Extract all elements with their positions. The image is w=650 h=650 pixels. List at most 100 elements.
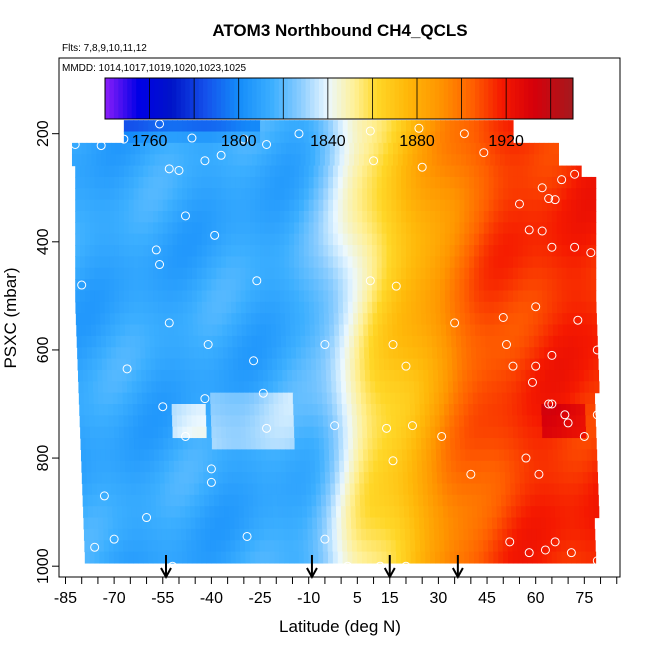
- observation-point: [249, 356, 259, 366]
- heatmap-cell: [489, 324, 496, 337]
- heatmap-cell: [405, 176, 412, 189]
- heatmap-cell: [267, 483, 273, 496]
- heatmap-cell: [323, 188, 329, 201]
- heatmap-cell: [221, 267, 227, 280]
- heatmap-cell: [260, 290, 266, 303]
- heatmap-cell: [493, 279, 499, 292]
- heatmap-cell: [576, 176, 582, 189]
- heatmap-cell: [590, 415, 596, 428]
- heatmap-cell: [562, 324, 569, 337]
- heatmap-cell: [152, 415, 159, 428]
- heatmap-cell: [80, 211, 86, 223]
- heatmap-cell: [262, 494, 269, 507]
- colorbar-swatch: [354, 78, 360, 119]
- heatmap-cell: [371, 540, 377, 553]
- heatmap-cell: [133, 301, 140, 314]
- heatmap-cell: [250, 290, 256, 303]
- heatmap-cell: [480, 472, 487, 485]
- heatmap-cell: [493, 233, 499, 246]
- heatmap-cell: [279, 199, 285, 212]
- heatmap-cell: [196, 211, 203, 223]
- heatmap-cell: [397, 335, 404, 348]
- heatmap-cell: [99, 233, 105, 246]
- heatmap-cell: [109, 267, 115, 280]
- heatmap-cell: [118, 165, 125, 178]
- heatmap-cell: [499, 324, 505, 337]
- heatmap-cell: [341, 517, 347, 530]
- heatmap-cell: [130, 472, 136, 485]
- heatmap-cell: [481, 494, 487, 507]
- heatmap-cell: [167, 199, 174, 212]
- heatmap-cell: [488, 131, 495, 144]
- heatmap-cell: [407, 472, 414, 485]
- heatmap-cell: [498, 188, 504, 201]
- heatmap-cell: [138, 279, 144, 292]
- observation-point: [122, 364, 132, 374]
- heatmap-cell: [441, 460, 447, 473]
- heatmap-cell: [376, 233, 383, 246]
- colorbar-swatch: [105, 78, 110, 119]
- heatmap-cell: [118, 290, 125, 303]
- heatmap-cell: [512, 267, 519, 280]
- heatmap-cell: [221, 131, 227, 144]
- heatmap-cell: [357, 313, 364, 326]
- heatmap-cell: [533, 324, 539, 337]
- heatmap-cell: [188, 324, 194, 337]
- heatmap-cell: [587, 472, 594, 485]
- heatmap-cell: [138, 256, 144, 269]
- heatmap-cell: [576, 267, 582, 280]
- heatmap-cell: [401, 211, 407, 223]
- colorbar-swatch: [154, 78, 159, 119]
- heatmap-cell: [222, 324, 228, 337]
- heatmap-cell: [415, 131, 422, 144]
- heatmap-cell: [558, 460, 564, 473]
- heatmap-cell: [262, 483, 268, 496]
- heatmap-cell: [352, 211, 358, 223]
- colorbar-swatch: [194, 78, 200, 119]
- heatmap-cell: [337, 199, 344, 212]
- heatmap-cell: [249, 404, 255, 416]
- heatmap-cell: [420, 222, 427, 235]
- heatmap-cell: [123, 245, 130, 258]
- heatmap-cell: [444, 290, 451, 303]
- heatmap-cell: [202, 449, 209, 462]
- heatmap-cell: [544, 358, 550, 371]
- heatmap-cell: [313, 279, 320, 292]
- heatmap-cell: [95, 438, 101, 451]
- heatmap-cell: [425, 165, 431, 178]
- heatmap-cell: [148, 301, 154, 314]
- heatmap-cell: [308, 222, 315, 235]
- heatmap-cell: [552, 438, 558, 451]
- heatmap-cell: [270, 438, 276, 451]
- heatmap-cell: [551, 415, 557, 428]
- heatmap-cell: [584, 506, 590, 519]
- heatmap-cell: [407, 347, 414, 360]
- heatmap-cell: [435, 199, 441, 212]
- heatmap-cell: [93, 517, 99, 530]
- heatmap-cell: [102, 369, 108, 382]
- heatmap-cell: [405, 256, 412, 269]
- heatmap-cell: [542, 279, 548, 292]
- heatmap-cell: [537, 313, 544, 326]
- heatmap-cell: [381, 301, 388, 314]
- heatmap-cell: [151, 392, 158, 405]
- heatmap-cell: [462, 517, 469, 530]
- heatmap-cell: [488, 176, 495, 189]
- heatmap-cell: [552, 301, 558, 314]
- heatmap-cell: [403, 494, 410, 507]
- heatmap-cell: [494, 313, 500, 326]
- heatmap-cell: [239, 517, 245, 530]
- heatmap-cell: [260, 301, 266, 314]
- heatmap-cell: [148, 120, 154, 133]
- heatmap-cell: [482, 517, 488, 530]
- heatmap-cell: [348, 438, 354, 451]
- heatmap-cell: [179, 358, 186, 371]
- heatmap-cell: [218, 483, 224, 496]
- observation-point: [544, 399, 554, 409]
- heatmap-cell: [264, 267, 271, 280]
- heatmap-cell: [585, 404, 591, 416]
- heatmap-cell: [556, 165, 563, 178]
- observation-point: [540, 545, 550, 555]
- heatmap-cell: [246, 449, 252, 462]
- heatmap-cell: [86, 460, 92, 473]
